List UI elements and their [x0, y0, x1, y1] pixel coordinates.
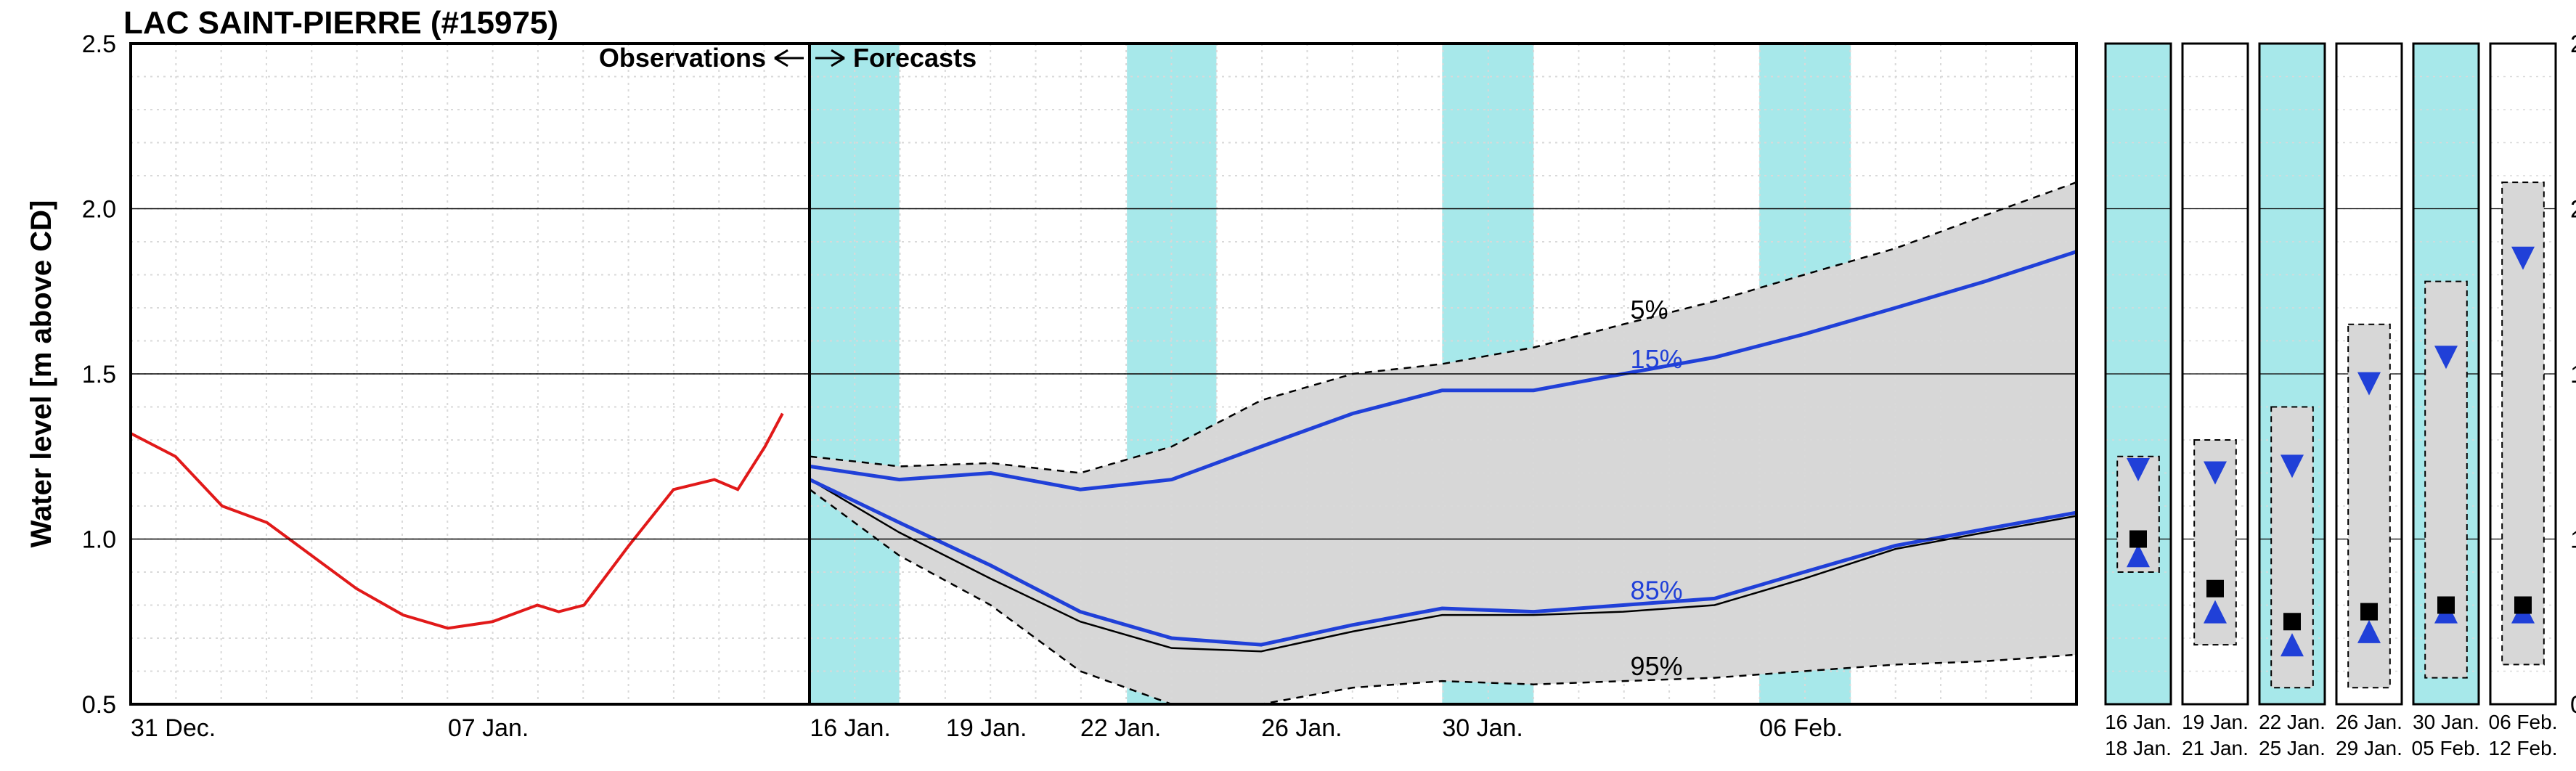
- svg-text:16 Jan.: 16 Jan.: [2105, 711, 2172, 733]
- svg-text:1.0: 1.0: [82, 526, 116, 554]
- svg-text:05 Feb.: 05 Feb.: [2412, 737, 2481, 759]
- svg-text:16 Jan.: 16 Jan.: [810, 714, 891, 742]
- svg-text:0.5: 0.5: [2570, 691, 2576, 719]
- svg-text:21 Jan.: 21 Jan.: [2182, 737, 2249, 759]
- svg-text:30 Jan.: 30 Jan.: [2413, 711, 2479, 733]
- svg-text:22 Jan.: 22 Jan.: [2259, 711, 2326, 733]
- svg-text:2.0: 2.0: [2570, 196, 2576, 224]
- svg-text:LAC SAINT-PIERRE (#15975): LAC SAINT-PIERRE (#15975): [123, 5, 558, 41]
- svg-text:07 Jan.: 07 Jan.: [448, 714, 529, 742]
- svg-text:06 Feb.: 06 Feb.: [1759, 714, 1843, 742]
- svg-text:25 Jan.: 25 Jan.: [2259, 737, 2326, 759]
- svg-text:06 Feb.: 06 Feb.: [2489, 711, 2558, 733]
- svg-text:18 Jan.: 18 Jan.: [2105, 737, 2172, 759]
- svg-text:31 Dec.: 31 Dec.: [131, 714, 216, 742]
- svg-text:Forecasts: Forecasts: [853, 43, 977, 73]
- svg-text:2.0: 2.0: [82, 196, 116, 224]
- svg-text:0.5: 0.5: [82, 691, 116, 719]
- water-level-chart: 0.5 1.0 1.5 2.0 2.5 Water level [m above CD] 3…: [0, 0, 2576, 771]
- svg-text:26 Jan.: 26 Jan.: [2336, 711, 2402, 733]
- svg-text:85%: 85%: [1631, 576, 1683, 605]
- svg-text:1.5: 1.5: [82, 361, 116, 388]
- svg-text:22 Jan.: 22 Jan.: [1080, 714, 1162, 742]
- svg-text:1.0: 1.0: [2570, 526, 2576, 554]
- svg-text:19 Jan.: 19 Jan.: [2182, 711, 2249, 733]
- svg-text:2.5: 2.5: [82, 30, 116, 58]
- svg-text:5%: 5%: [1631, 295, 1668, 325]
- svg-text:95%: 95%: [1631, 651, 1683, 681]
- svg-text:Observations: Observations: [599, 43, 766, 73]
- svg-text:12 Feb.: 12 Feb.: [2489, 737, 2558, 759]
- svg-text:1.5: 1.5: [2570, 361, 2576, 388]
- svg-text:19 Jan.: 19 Jan.: [946, 714, 1027, 742]
- svg-text:30 Jan.: 30 Jan.: [1442, 714, 1523, 742]
- svg-text:29 Jan.: 29 Jan.: [2336, 737, 2402, 759]
- svg-text:Water level [m above CD]: Water level [m above CD]: [25, 200, 57, 548]
- svg-text:15%: 15%: [1631, 344, 1683, 374]
- svg-text:2.5: 2.5: [2570, 30, 2576, 58]
- svg-text:26 Jan.: 26 Jan.: [1261, 714, 1342, 742]
